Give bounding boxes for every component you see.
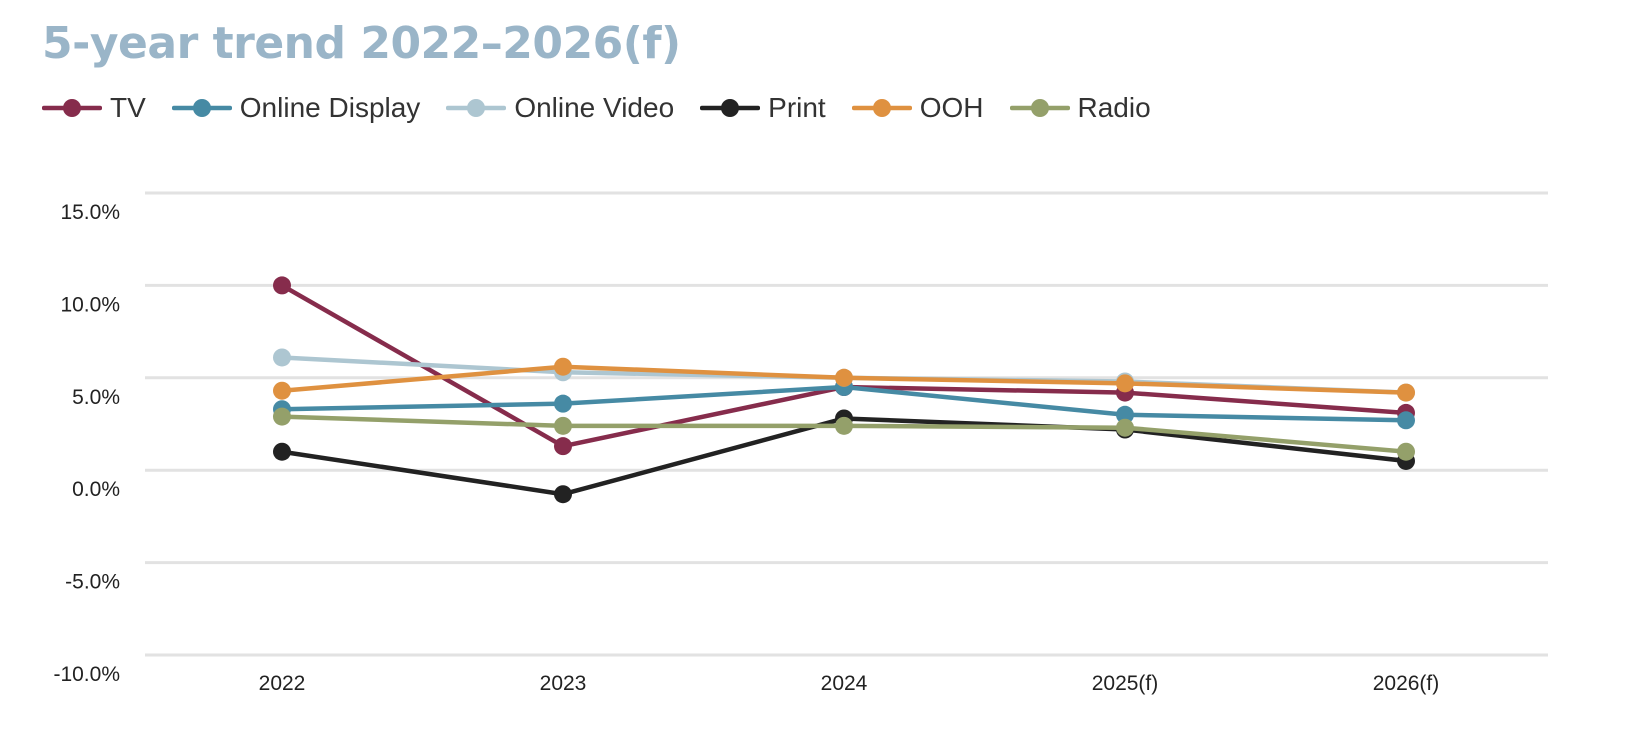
legend-swatch-marker [63,99,81,117]
y-tick-label: 10.0% [60,293,120,316]
y-tick-label: -10.0% [53,663,120,686]
data-point [1116,418,1134,437]
legend-item: OOH [851,92,984,124]
legend-label: Online Video [514,92,675,123]
x-tick-label: 2026(f) [1373,672,1440,695]
legend-label: TV [110,92,146,123]
legend-swatch-marker [192,99,211,117]
series-radio [273,407,1415,461]
data-point [835,368,853,387]
legend-swatch [171,99,232,117]
legend-label: Online Display [239,92,421,123]
data-point [273,407,291,426]
legend-label: Print [768,92,826,123]
chart-title: 5-year trend 2022–2026(f) [42,18,681,69]
series-ooh [273,357,1415,402]
y-tick-label: -5.0% [65,571,120,594]
x-tick-label: 2022 [259,672,306,695]
data-point [554,416,572,435]
legend: TV Online Display Online Video Print OOH Radi… [42,92,1177,124]
data-point [554,437,572,456]
data-point [1397,411,1415,430]
data-point [273,348,291,367]
legend-swatch-marker [721,99,740,117]
legend-item: Online Display [171,92,421,124]
legend-swatch-marker [467,99,486,117]
data-point [554,357,572,376]
data-point [273,442,291,461]
legend-label: Radio [1077,92,1151,123]
y-tick-label: 0.0% [72,478,120,501]
data-point [554,485,572,504]
legend-item: Print [700,92,826,124]
data-point [273,381,291,400]
y-tick-label: 15.0% [60,201,120,224]
data-point [554,394,572,413]
legend-swatch [700,99,761,117]
legend-label: OOH [919,92,984,123]
legend-swatch [1009,99,1070,117]
data-point [273,276,291,295]
legend-item: TV [42,92,146,124]
legend-swatch [446,99,507,117]
legend-swatch [42,99,102,117]
data-point [1397,442,1415,461]
y-tick-label: 5.0% [72,386,120,409]
series-online-display [273,378,1415,430]
x-tick-label: 2025(f) [1092,672,1159,695]
legend-item: Radio [1009,92,1151,124]
legend-item: Online Video [446,92,674,124]
legend-swatch [851,99,912,117]
data-point [1116,405,1134,424]
x-tick-label: 2024 [821,672,868,695]
data-point [835,416,853,435]
legend-swatch-marker [872,99,891,117]
data-point [1397,383,1415,402]
data-point [1116,374,1134,393]
x-tick-label: 2023 [540,672,587,695]
legend-swatch-marker [1030,99,1049,117]
